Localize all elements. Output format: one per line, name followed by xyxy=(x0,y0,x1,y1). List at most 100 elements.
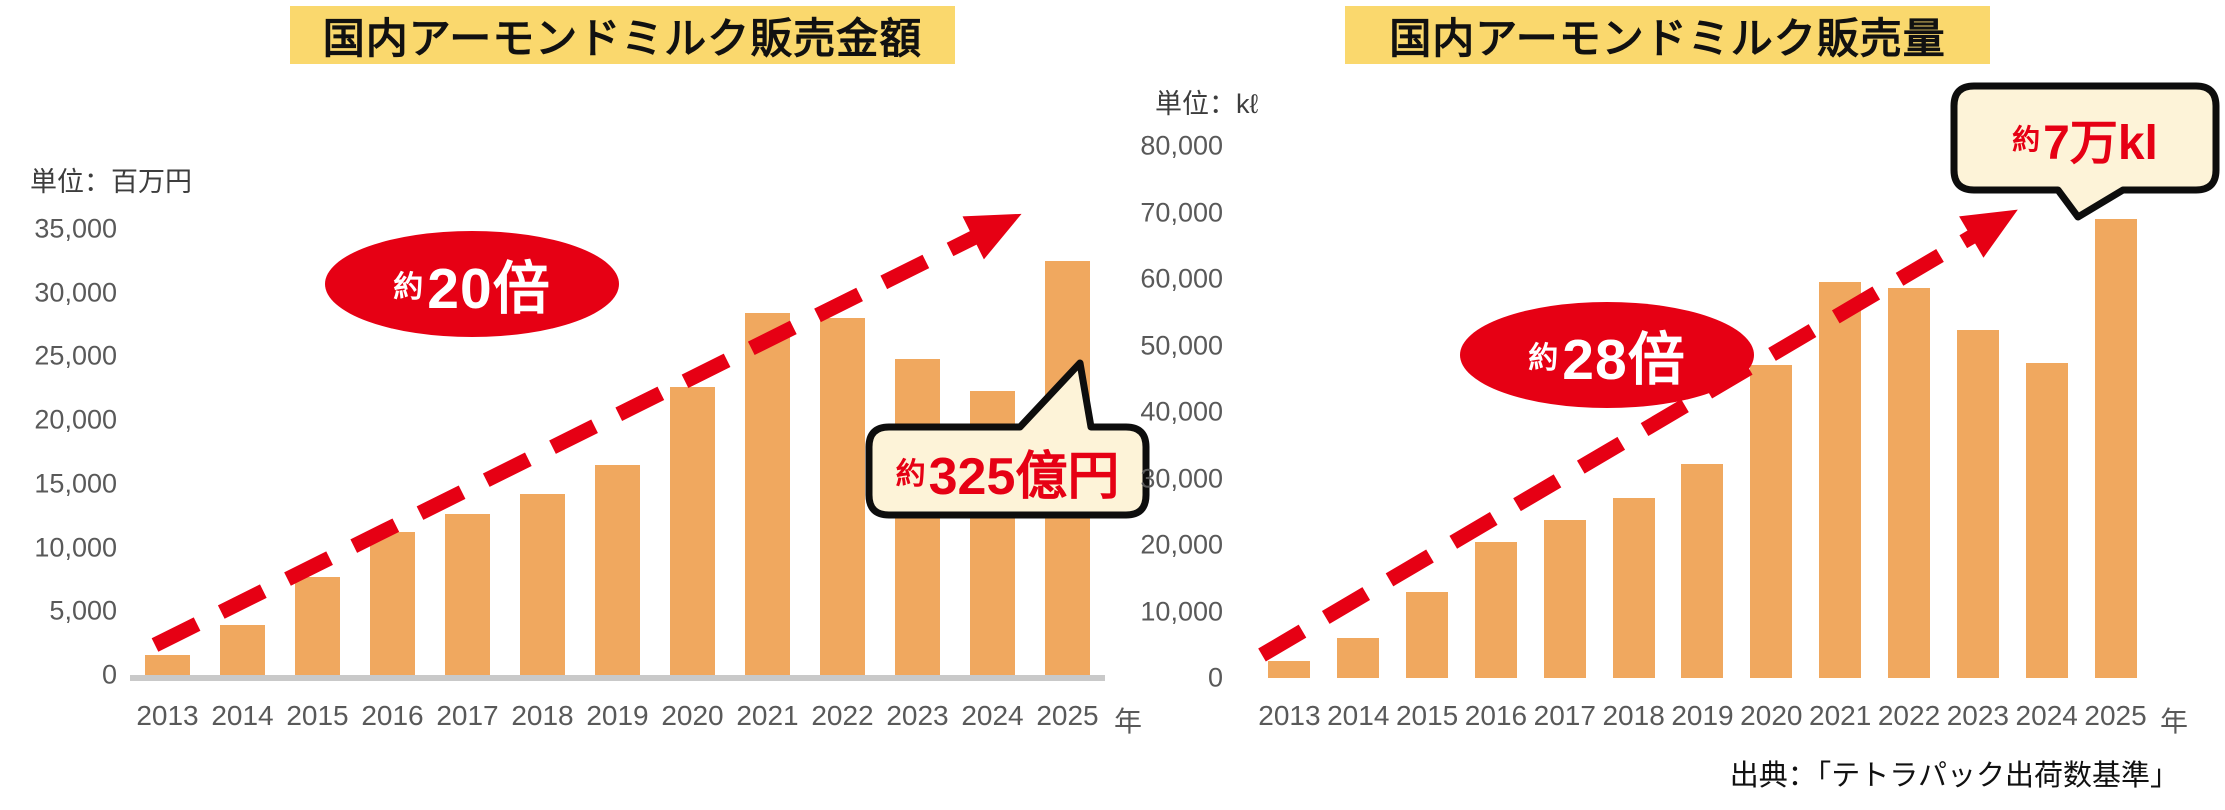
y-axis-tick: 60,000 xyxy=(1140,263,1223,294)
bar-2015 xyxy=(295,576,340,675)
bar-slot xyxy=(1806,146,1875,678)
callout-value: 325億円 xyxy=(928,447,1120,506)
y-axis: 80,000 70,000 60,000 50,000 40,000 30,000 20,0… xyxy=(1120,131,1223,693)
y-axis-tick: 80,000 xyxy=(1140,130,1223,161)
x-axis-label: 2016 xyxy=(361,700,424,731)
value-callout: 約 7万kl xyxy=(1950,82,2220,222)
callout-prefix: 約 xyxy=(895,458,926,491)
x-axis-label: 2016 xyxy=(1464,700,1528,731)
x-axis: 2013 2014 2015 2016 2017 2018 2019 2020 2021 2022… xyxy=(1255,700,2150,732)
bar-2018 xyxy=(1612,498,1655,678)
bar-2022 xyxy=(1888,288,1931,678)
bar-slot xyxy=(955,229,1030,675)
bar-slot xyxy=(505,229,580,675)
bar-slot xyxy=(805,229,880,675)
x-axis-label: 2024 xyxy=(961,700,1024,731)
bar-2025 xyxy=(1045,260,1090,675)
x-axis-label: 2015 xyxy=(286,700,349,731)
bar-2024 xyxy=(2025,362,2068,678)
bar-2014 xyxy=(220,625,265,675)
bar-2017 xyxy=(1543,519,1586,678)
x-axis: 2013 2014 2015 2016 2017 2018 2019 2020 2021 2022… xyxy=(130,700,1105,732)
bar-2017 xyxy=(445,514,490,675)
bar-2013 xyxy=(145,654,190,675)
bar-2016 xyxy=(1474,541,1517,678)
bars xyxy=(1255,146,2150,678)
bar-2023 xyxy=(1956,329,1999,678)
y-axis-tick: 50,000 xyxy=(1140,330,1223,360)
y-axis-tick: 0 xyxy=(1207,662,1223,693)
bar-2022 xyxy=(820,318,865,675)
callout-bubble-icon xyxy=(1950,82,2220,221)
bar-slot xyxy=(1668,146,1737,678)
bar-slot xyxy=(1737,146,1806,678)
trend-arrow-icon xyxy=(151,213,1022,652)
x-axis-unit: 年 xyxy=(1114,706,1143,737)
y-axis-tick: 15,000 xyxy=(34,468,117,499)
bar-slot xyxy=(1393,146,1462,678)
x-axis-label: 2013 xyxy=(136,700,199,731)
chart-title: 国内アーモンドミルク販売量 xyxy=(1389,14,1946,62)
bar-slot xyxy=(1530,146,1599,678)
bar-2015 xyxy=(1406,592,1449,678)
bar-slot xyxy=(2081,146,2150,678)
growth-badge-prefix: 約 xyxy=(1528,342,1559,375)
bar-slot xyxy=(580,229,655,675)
bar-slot xyxy=(1875,146,1944,678)
bar-slot xyxy=(730,229,805,675)
x-axis-label: 2025 xyxy=(2084,700,2147,731)
y-axis-tick: 25,000 xyxy=(34,340,117,371)
y-axis-tick: 5,000 xyxy=(49,595,117,626)
bar-2020 xyxy=(1750,365,1793,678)
bar-slot xyxy=(1599,146,1668,678)
y-axis-tick: 30,000 xyxy=(1140,463,1223,493)
bar-slot xyxy=(1255,146,1324,678)
bar-slot xyxy=(1943,146,2012,678)
x-axis-label: 2022 xyxy=(811,700,874,731)
bar-slot xyxy=(1324,146,1393,678)
callout-bubble-icon xyxy=(865,359,1150,519)
y-axis-tick: 0 xyxy=(101,659,117,690)
bar-2018 xyxy=(520,494,565,675)
y-axis-tick: 70,000 xyxy=(1140,197,1223,227)
x-axis-label: 2019 xyxy=(586,700,649,731)
trend-arrow-icon xyxy=(1258,209,2018,662)
x-axis-label: 2020 xyxy=(661,700,724,731)
growth-badge-prefix: 約 xyxy=(393,271,424,304)
x-axis-label: 2020 xyxy=(1740,700,1803,731)
x-axis-unit: 年 xyxy=(2160,706,2189,737)
y-axis-tick: 10,000 xyxy=(34,532,117,563)
y-axis-tick: 40,000 xyxy=(1140,396,1223,427)
bar-slot xyxy=(1462,146,1531,678)
x-axis-label: 2014 xyxy=(1327,700,1390,731)
x-axis-label: 2018 xyxy=(1602,700,1665,731)
bar-slot xyxy=(1030,229,1105,675)
bar-2020 xyxy=(670,387,715,675)
chart-title: 国内アーモンドミルク販売金額 xyxy=(322,14,923,62)
y-axis-tick: 20,000 xyxy=(1140,529,1223,560)
bar-slot xyxy=(205,229,280,675)
bar-2025 xyxy=(2094,219,2137,678)
bar-2024 xyxy=(970,390,1015,675)
bar-slot xyxy=(2012,146,2081,678)
x-axis-label: 2025 xyxy=(1036,700,1099,731)
bar-2016 xyxy=(370,532,415,675)
y-axis-tick: 10,000 xyxy=(1140,596,1223,626)
growth-badge-value: 20倍 xyxy=(427,257,551,321)
y-axis-tick: 20,000 xyxy=(34,404,117,435)
bar-2019 xyxy=(1681,463,1724,678)
growth-badge: 約 28倍 xyxy=(1460,302,1754,408)
value-callout: 約 325億円 xyxy=(865,355,1150,520)
x-axis-label: 2014 xyxy=(211,700,274,731)
callout-prefix: 約 xyxy=(2012,124,2041,155)
bar-2021 xyxy=(745,313,790,675)
chart-title-banner: 国内アーモンドミルク販売金額 xyxy=(290,6,955,64)
x-axis-label: 2015 xyxy=(1395,700,1459,731)
bar-slot xyxy=(355,229,430,675)
growth-badge-value: 28倍 xyxy=(1562,328,1686,392)
x-axis-label: 2013 xyxy=(1258,700,1321,731)
bar-2014 xyxy=(1337,638,1380,678)
plot-area xyxy=(130,229,1105,681)
